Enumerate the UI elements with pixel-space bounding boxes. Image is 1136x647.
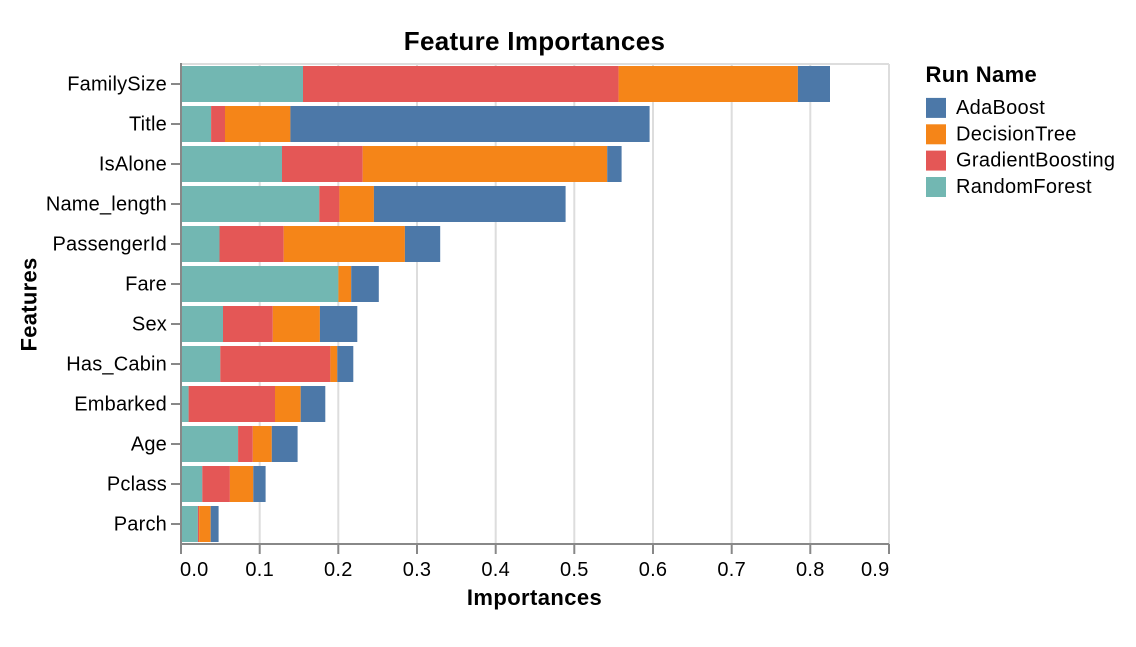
svg-text:0.0: 0.0 [180,559,209,581]
svg-text:Parch: Parch [114,514,167,536]
svg-text:0.5: 0.5 [560,559,589,581]
svg-text:GradientBoosting: GradientBoosting [956,150,1115,172]
svg-text:0.9: 0.9 [861,559,890,581]
svg-text:0.6: 0.6 [639,559,668,581]
svg-text:PassengerId: PassengerId [53,234,168,256]
svg-text:0.4: 0.4 [481,559,510,581]
svg-text:Title: Title [129,114,167,136]
svg-text:Age: Age [131,434,167,456]
svg-text:0.1: 0.1 [245,559,274,581]
svg-text:Name_length: Name_length [46,194,167,216]
svg-text:IsAlone: IsAlone [99,154,167,176]
svg-text:Importances: Importances [467,585,602,610]
svg-text:Embarked: Embarked [74,394,167,416]
svg-text:Feature Importances: Feature Importances [404,26,665,56]
svg-text:FamilySize: FamilySize [67,74,167,96]
svg-text:0.8: 0.8 [796,559,825,581]
svg-text:AdaBoost: AdaBoost [956,97,1045,119]
svg-text:Has_Cabin: Has_Cabin [66,354,167,376]
svg-text:DecisionTree: DecisionTree [956,123,1077,145]
svg-text:0.3: 0.3 [403,559,432,581]
svg-text:Pclass: Pclass [107,474,167,496]
svg-text:0.7: 0.7 [717,559,746,581]
svg-text:RandomForest: RandomForest [956,176,1092,198]
svg-text:Fare: Fare [125,274,167,296]
svg-text:0.2: 0.2 [324,559,353,581]
svg-text:Sex: Sex [132,314,167,336]
svg-text:Features: Features [16,257,41,351]
svg-text:Run Name: Run Name [926,62,1038,87]
